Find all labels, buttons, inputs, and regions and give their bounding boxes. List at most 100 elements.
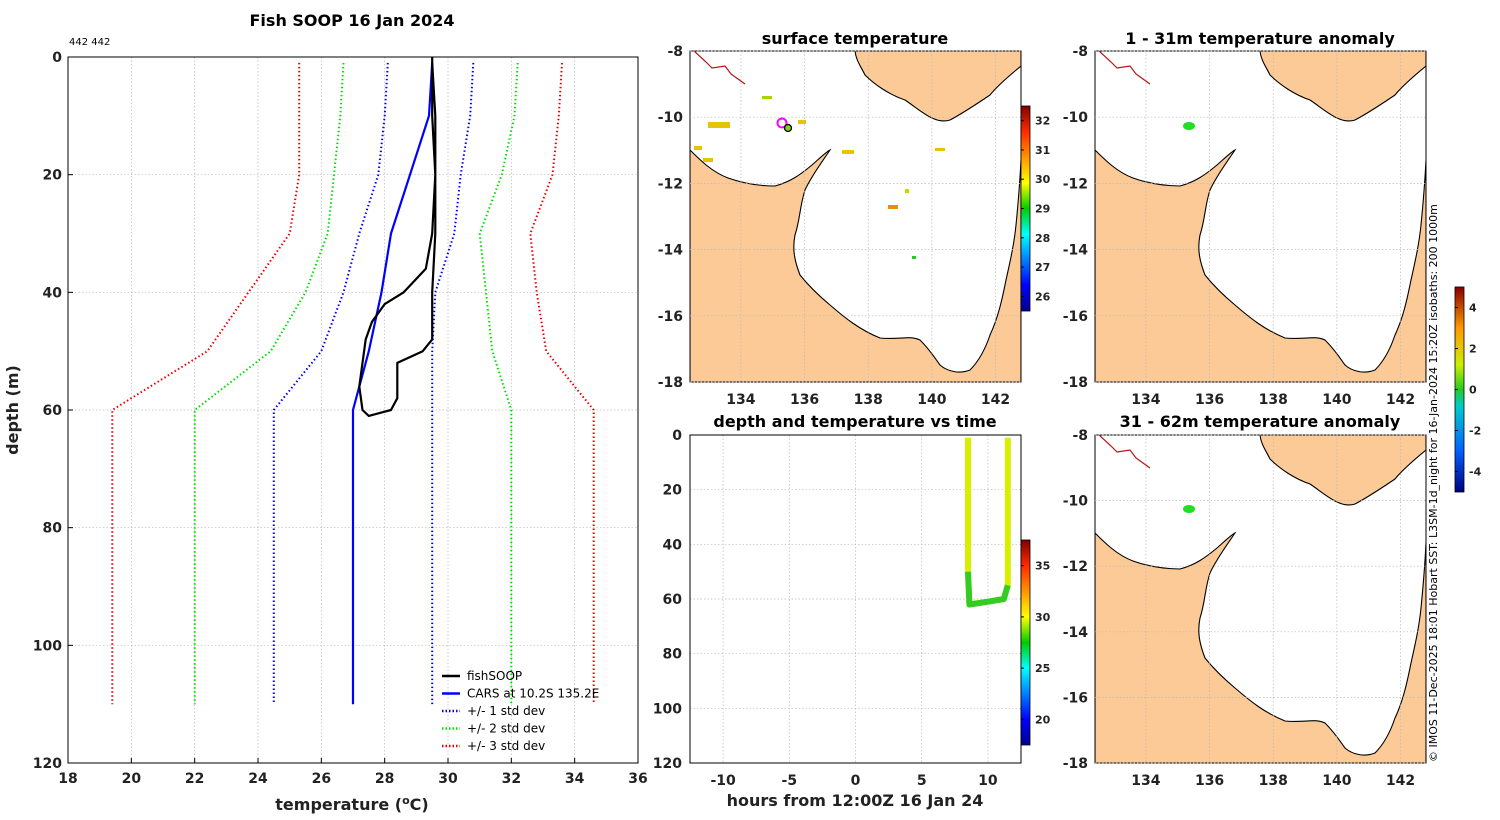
anomaly-map-1-area xyxy=(1095,51,1426,382)
anomaly-colorbar-tick-label: 0 xyxy=(1469,384,1477,397)
anomaly-map-1-title: 1 - 31m temperature anomaly xyxy=(1125,29,1395,48)
anomaly-map-2-area xyxy=(1095,435,1426,763)
sst-y-tick-label: -14 xyxy=(658,243,684,259)
anomaly-1-x-tick-label: 142 xyxy=(1386,392,1415,408)
legend-label: +/- 3 std dev xyxy=(467,739,545,753)
sst-x-tick-label: 134 xyxy=(726,392,755,408)
profile-legend: fishSOOP CARS at 10.2S 135.2E +/- 1 std de… xyxy=(442,669,599,753)
anomaly-2-marker xyxy=(1183,505,1195,513)
time-y-tick-label: 20 xyxy=(663,483,683,499)
anomaly-colorbar-ticks: 4 2 0 -2 -4 xyxy=(1455,302,1482,479)
sst-map: surface temperature 134 136 138 140 xyxy=(658,29,1051,408)
sst-x-tick-label: 138 xyxy=(854,392,883,408)
profile-series--2-std-dev-upper- xyxy=(478,62,519,705)
sst-x-tick-label: 142 xyxy=(981,392,1010,408)
profile-corner-note: 442 442 xyxy=(69,37,110,48)
anomaly-2-land-main xyxy=(1095,531,1426,763)
sst-y-tick-label: -10 xyxy=(658,110,684,126)
anomaly-1-y-tick-label: -12 xyxy=(1063,176,1088,192)
profile-y-ticks: 0 20 40 60 80 100 120 xyxy=(33,50,73,772)
anomaly-1-x-tick-label: 140 xyxy=(1322,392,1351,408)
anomaly-colorbar-tick-label: 4 xyxy=(1469,302,1477,315)
anomaly-1-x-tick-label: 138 xyxy=(1259,392,1288,408)
legend-label: +/- 1 std dev xyxy=(467,704,545,718)
time-colorbar-tick-label: 35 xyxy=(1035,560,1050,573)
anomaly-colorbar-tick-label: -2 xyxy=(1469,425,1481,438)
anomaly-1-y-tick-label: -8 xyxy=(1072,44,1088,60)
anomaly-1-y-tick-label: -18 xyxy=(1063,375,1088,391)
profile-x-tick-label: 34 xyxy=(565,771,585,787)
sst-map-title: surface temperature xyxy=(762,29,949,48)
sst-x-tick-label: 140 xyxy=(917,392,946,408)
sst-x-tick-label: 136 xyxy=(790,392,819,408)
sst-fish-location xyxy=(783,123,793,133)
anomaly-1-x-tick-label: 136 xyxy=(1195,392,1224,408)
sst-y-tick-label: -18 xyxy=(658,375,683,391)
sst-y-tick-label: -8 xyxy=(667,44,683,60)
profile-x-tick-label: 30 xyxy=(438,771,458,787)
sst-colorbar-tick-label: 31 xyxy=(1035,144,1050,157)
profile-series-cars-at-10-2s-135-2e xyxy=(351,62,434,705)
anomaly-map-2: 31 - 62m temperature anomaly 134 136 138 14… xyxy=(1063,412,1427,789)
profile-title: Fish SOOP 16 Jan 2024 xyxy=(250,11,455,30)
time-colorbar-tick-label: 25 xyxy=(1035,662,1050,675)
time-y-tick-label: 80 xyxy=(663,647,683,663)
sst-colorbar-tick-label: 27 xyxy=(1035,261,1050,274)
profile-x-tick-label: 22 xyxy=(185,771,204,787)
sst-colorbar-tick-label: 29 xyxy=(1035,203,1050,216)
sst-y-ticks: -8 -10 -12 -14 -16 -18 xyxy=(658,44,684,391)
sst-grid xyxy=(690,50,1021,383)
anomaly-colorbar-tick-label: 2 xyxy=(1469,343,1477,356)
sst-colorbar-tick-label: 26 xyxy=(1035,290,1051,303)
anomaly-1-y-tick-label: -10 xyxy=(1063,110,1089,126)
sst-coast-newguinea xyxy=(693,51,746,85)
anomaly-2-y-tick-label: -10 xyxy=(1063,494,1089,510)
profile-series-fishsoop xyxy=(358,57,437,417)
time-x-tick-label: 10 xyxy=(978,773,998,789)
time-x-tick-label: 0 xyxy=(851,773,861,789)
legend-label: +/- 2 std dev xyxy=(467,722,545,736)
anomaly-2-grid xyxy=(1095,434,1426,764)
time-x-label: hours from 12:00Z 16 Jan 24 xyxy=(727,791,984,810)
profile-y-tick-label: 40 xyxy=(43,285,63,301)
sst-colorbar-tick-label: 30 xyxy=(1035,173,1051,186)
sst-y-tick-label: -16 xyxy=(658,309,683,325)
time-track-bottom xyxy=(965,571,1011,608)
time-y-tick-label: 100 xyxy=(653,701,682,717)
time-chart-title: depth and temperature vs time xyxy=(713,412,996,431)
sst-colorbar-tick-label: 28 xyxy=(1035,232,1050,245)
sst-colorbar-tick-label: 32 xyxy=(1035,115,1050,128)
anomaly-2-x-tick-label: 136 xyxy=(1195,773,1224,789)
anomaly-1-grid xyxy=(1095,50,1426,383)
profile-x-tick-label: 20 xyxy=(122,771,142,787)
time-chart: depth and temperature vs time -10 -5 0 5 10 … xyxy=(653,412,1051,810)
time-colorbar xyxy=(1020,539,1031,746)
anomaly-2-land-north xyxy=(1259,435,1426,506)
sst-colorbar-ticks: 32 31 30 29 28 27 26 xyxy=(1021,115,1051,303)
sst-speckles xyxy=(694,96,945,259)
time-y-tick-label: 60 xyxy=(663,592,683,608)
anomaly-1-x-ticks: 134 136 138 140 142 xyxy=(1131,392,1415,408)
time-x-tick-label: -5 xyxy=(782,773,798,789)
anomaly-2-x-tick-label: 142 xyxy=(1386,773,1415,789)
profile-x-tick-label: 28 xyxy=(375,771,394,787)
anomaly-2-y-ticks: -8 -10 -12 -14 -16 -18 xyxy=(1063,428,1089,772)
anomaly-1-y-ticks: -8 -10 -12 -14 -16 -18 xyxy=(1063,44,1089,391)
profile-y-tick-label: 60 xyxy=(43,403,63,419)
time-x-ticks: -10 -5 0 5 10 xyxy=(710,773,997,789)
profile-x-tick-label: 26 xyxy=(312,771,331,787)
legend-label: fishSOOP xyxy=(467,669,522,683)
profile-y-tick-label: 0 xyxy=(52,50,62,66)
profile-x-label: temperature (oC) xyxy=(275,794,428,814)
profile-x-ticks: 18 20 22 24 26 28 30 32 34 36 xyxy=(58,758,648,787)
anomaly-1-land-north xyxy=(1259,51,1426,122)
profile-series--3-std-dev xyxy=(111,62,301,705)
anomaly-2-y-tick-label: -16 xyxy=(1063,690,1088,706)
profile-series--3-std-dev-upper- xyxy=(529,62,595,705)
credit-text: © IMOS 11-Dec-2025 18:01 Hobart SST: L3S… xyxy=(1427,204,1440,762)
profile-series--1-std-dev-upper- xyxy=(431,62,475,705)
time-y-tick-label: 120 xyxy=(653,756,682,772)
anomaly-1-marker xyxy=(1183,122,1195,130)
profile-chart: Fish SOOP 16 Jan 2024 442 442 18 20 22 24 26… xyxy=(3,11,648,814)
legend-label: CARS at 10.2S 135.2E xyxy=(467,687,599,701)
